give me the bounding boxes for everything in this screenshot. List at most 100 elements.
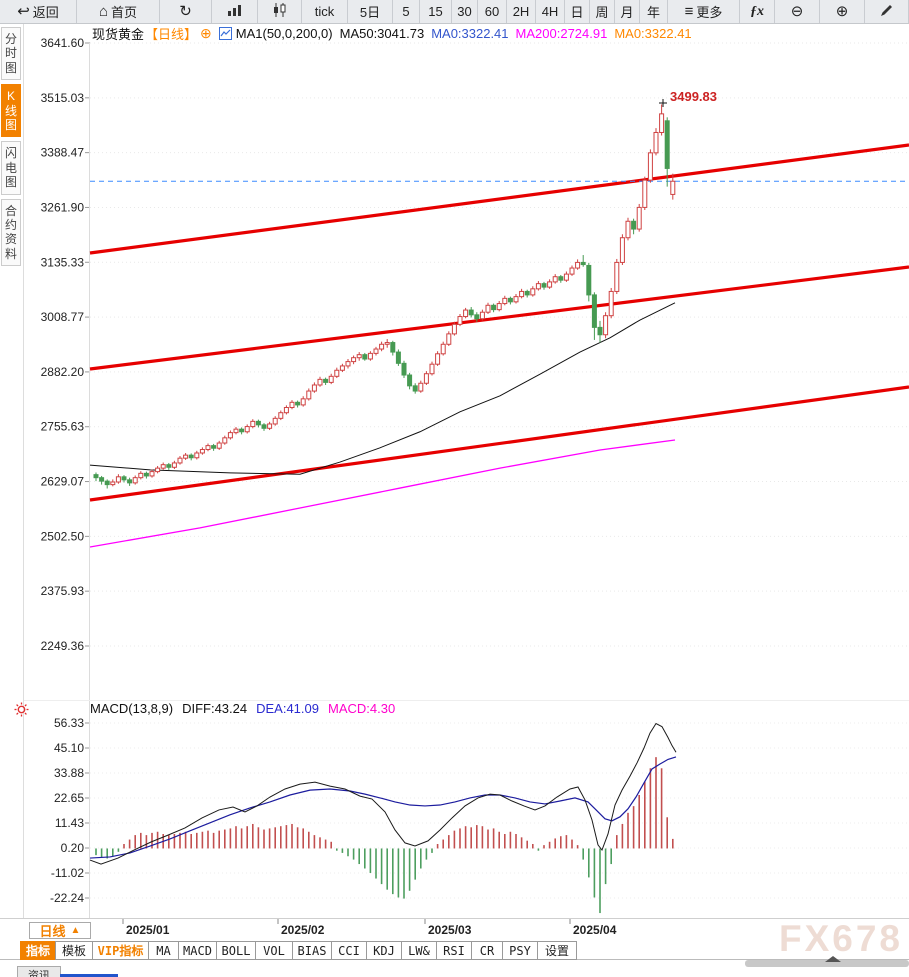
toolbar-15[interactable]: 15 xyxy=(420,0,452,23)
candle xyxy=(463,309,469,318)
toolbar-30[interactable]: 30 xyxy=(452,0,478,23)
candle xyxy=(244,426,250,433)
candle xyxy=(272,417,278,425)
indicator-tab-cci[interactable]: CCI xyxy=(331,941,367,960)
toolbar-5d[interactable]: 5日 xyxy=(348,0,393,23)
channel-line[interactable] xyxy=(89,385,909,502)
macd-y-axis-label: -22.24 xyxy=(50,891,84,905)
candle xyxy=(547,281,553,288)
macd-y-axis-label: 56.33 xyxy=(54,716,84,730)
watermark: FX678 xyxy=(778,918,903,959)
macd-y-axis-label: 22.65 xyxy=(54,791,84,805)
news-tab[interactable]: 资讯 xyxy=(17,966,61,977)
toolbar-back[interactable]: ↩ 返回 xyxy=(0,0,77,23)
candle xyxy=(642,179,648,208)
candle xyxy=(149,471,155,477)
indicator-tab-ma[interactable]: MA xyxy=(148,941,179,960)
toolbar-draw[interactable] xyxy=(865,0,909,23)
candle xyxy=(160,464,166,469)
indicator-tab-macd[interactable]: MACD xyxy=(178,941,217,960)
toolbar-tick[interactable]: tick xyxy=(302,0,348,23)
toolbar-candle-mode[interactable] xyxy=(258,0,302,23)
period-selector-button[interactable]: 日线 ▲ xyxy=(29,922,91,939)
indicator-tab-vol[interactable]: VOL xyxy=(255,941,293,960)
hamburger-icon: ≡ xyxy=(684,3,694,20)
macd-diff-value: DIFF:43.24 xyxy=(182,701,248,716)
candle xyxy=(563,273,569,281)
candle xyxy=(401,362,407,376)
macd-y-axis-label: 33.88 xyxy=(54,766,84,780)
toolbar-60[interactable]: 60 xyxy=(478,0,507,23)
toolbar-home[interactable]: ⌂ 首页 xyxy=(77,0,160,23)
candle xyxy=(267,423,273,429)
candle xyxy=(283,407,289,414)
toolbar-fx-label: ƒx xyxy=(750,3,764,19)
candle xyxy=(575,261,581,269)
candle xyxy=(255,420,261,426)
toolbar-2h[interactable]: 2H xyxy=(507,0,536,23)
macd-settings-icon[interactable] xyxy=(14,702,29,722)
toolbar-month[interactable]: 月 xyxy=(615,0,640,23)
indicator-tab-settings[interactable]: 设置 xyxy=(537,941,577,960)
ma50-line xyxy=(89,302,676,475)
candle xyxy=(188,454,194,459)
indicator-tab-rsi[interactable]: RSI xyxy=(436,941,472,960)
sidebar-item-time-share[interactable]: 分时图 xyxy=(1,27,21,81)
candle xyxy=(121,476,127,481)
indicator-tab-psy[interactable]: PSY xyxy=(502,941,538,960)
indicator-tab-kdj[interactable]: KDJ xyxy=(366,941,402,960)
add-indicator-icon[interactable]: ⊕ xyxy=(200,24,212,41)
candle-icon xyxy=(272,3,288,20)
indicator-tab-vip-indicators[interactable]: VIP指标 xyxy=(92,941,149,960)
toolbar-more[interactable]: ≡ 更多 xyxy=(668,0,740,23)
toolbar-zoom-out[interactable]: ⊖ xyxy=(775,0,820,23)
candle xyxy=(619,237,625,263)
indicator-tab-lw[interactable]: LW& xyxy=(401,941,437,960)
candle xyxy=(311,384,317,392)
candle xyxy=(418,382,424,392)
toolbar-tick-label: tick xyxy=(314,4,335,19)
candle xyxy=(457,316,463,325)
toolbar-week[interactable]: 周 xyxy=(590,0,615,23)
ma-settings-icon[interactable] xyxy=(218,26,232,40)
sidebar-item-lightning[interactable]: 闪电图 xyxy=(1,141,21,195)
channel-line[interactable] xyxy=(89,265,909,371)
candle xyxy=(300,398,306,406)
candle xyxy=(395,351,401,364)
dea-line xyxy=(89,756,677,859)
toolbar-fx[interactable]: ƒx xyxy=(740,0,775,23)
sidebar-item-kline[interactable]: K线图 xyxy=(1,84,21,138)
candle xyxy=(608,290,614,317)
candle xyxy=(373,348,379,354)
toolbar-5[interactable]: 5 xyxy=(393,0,420,23)
y-axis-label: 3388.47 xyxy=(41,146,85,160)
toolbar-week-label: 周 xyxy=(595,5,609,20)
ma200-line xyxy=(89,439,676,548)
candle xyxy=(569,267,575,275)
horizontal-scrollbar[interactable] xyxy=(745,956,909,967)
indicator-tab-boll[interactable]: BOLL xyxy=(216,941,256,960)
toolbar-4h[interactable]: 4H xyxy=(536,0,565,23)
sidebar-item-contract-info[interactable]: 合约资料 xyxy=(1,198,21,267)
indicator-tab-templates[interactable]: 模板 xyxy=(55,941,93,960)
candle xyxy=(143,472,149,477)
indicator-tab-bias[interactable]: BIAS xyxy=(292,941,332,960)
toolbar-bar-chart-mode[interactable] xyxy=(212,0,258,23)
toolbar-30-label: 30 xyxy=(457,4,472,19)
indicator-tab-indicators[interactable]: 指标 xyxy=(20,941,56,960)
refresh-icon: ↻ xyxy=(179,3,192,20)
y-axis-label: 2249.36 xyxy=(41,639,85,653)
macd-macd-value: MACD:4.30 xyxy=(327,701,396,716)
x-axis-label: 2025/04 xyxy=(573,923,617,937)
channel-line[interactable] xyxy=(89,143,909,255)
toolbar-day[interactable]: 日 xyxy=(565,0,590,23)
toolbar-month-label: 月 xyxy=(620,5,634,20)
candle xyxy=(591,294,597,328)
toolbar-zoom-in[interactable]: ⊕ xyxy=(820,0,865,23)
indicator-toolbar: 指标 模板 VIP指标 MA MACD BOLL VOL BIAS CCI KDJ LW& RSI CR… xyxy=(20,941,577,960)
toolbar-refresh[interactable]: ↻ xyxy=(160,0,212,23)
toolbar-year[interactable]: 年 xyxy=(640,0,668,23)
scrollbar-arrow-icon[interactable] xyxy=(825,956,841,962)
indicator-tab-cr[interactable]: CR xyxy=(471,941,503,960)
